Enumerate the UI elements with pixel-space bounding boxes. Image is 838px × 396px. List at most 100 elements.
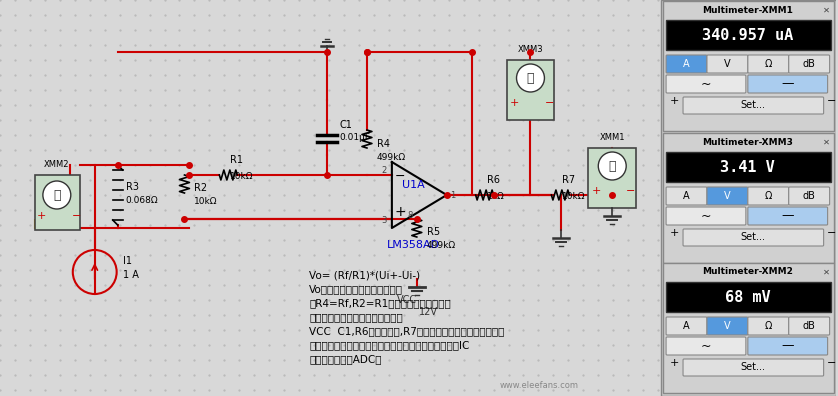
Text: dB: dB xyxy=(802,59,815,69)
Text: Ω: Ω xyxy=(764,321,772,331)
Text: 8: 8 xyxy=(407,211,412,219)
Bar xyxy=(666,282,830,312)
Circle shape xyxy=(43,181,70,209)
Bar xyxy=(666,20,830,50)
Text: +: + xyxy=(670,358,680,368)
Text: −: − xyxy=(826,228,836,238)
Text: Vo= (Rf/R1)*(Ui+-Ui-): Vo= (Rf/R1)*(Ui+-Ui-) xyxy=(309,270,420,280)
FancyBboxPatch shape xyxy=(666,187,707,205)
FancyBboxPatch shape xyxy=(789,55,830,73)
Text: 10kΩ: 10kΩ xyxy=(230,172,254,181)
Text: dB: dB xyxy=(802,191,815,201)
Text: 1 A: 1 A xyxy=(122,270,138,280)
Text: U1A: U1A xyxy=(402,180,425,190)
Text: XMM3: XMM3 xyxy=(518,45,543,54)
FancyBboxPatch shape xyxy=(747,55,789,73)
Text: +: + xyxy=(670,228,680,238)
Text: www.eleefans.com: www.eleefans.com xyxy=(499,381,578,390)
FancyBboxPatch shape xyxy=(666,75,746,93)
Text: −: − xyxy=(626,186,635,196)
Text: 499kΩ: 499kΩ xyxy=(427,241,456,250)
Text: Set...: Set... xyxy=(740,100,765,110)
FancyBboxPatch shape xyxy=(707,317,747,335)
FancyBboxPatch shape xyxy=(747,75,828,93)
FancyBboxPatch shape xyxy=(506,60,555,120)
FancyBboxPatch shape xyxy=(588,148,636,208)
Text: 输入端对地直流电陀相等的要求。: 输入端对地直流电陀相等的要求。 xyxy=(309,312,403,322)
Text: 1: 1 xyxy=(450,190,455,200)
Text: A: A xyxy=(683,59,690,69)
Text: ⌒: ⌒ xyxy=(608,160,616,173)
Bar xyxy=(666,152,830,182)
Text: V: V xyxy=(723,321,730,331)
Text: ⌒: ⌒ xyxy=(53,188,60,202)
Text: ✕: ✕ xyxy=(823,137,830,147)
Text: R5: R5 xyxy=(427,227,440,237)
Text: XMM1: XMM1 xyxy=(599,133,625,142)
Text: V: V xyxy=(723,191,730,201)
Text: +: + xyxy=(592,186,601,196)
Text: 499kΩ: 499kΩ xyxy=(377,153,406,162)
Text: −: − xyxy=(826,96,836,106)
Text: 10kΩ: 10kΩ xyxy=(194,197,218,206)
FancyBboxPatch shape xyxy=(683,97,824,114)
Text: VCC: VCC xyxy=(397,295,417,305)
Text: V: V xyxy=(723,59,730,69)
Text: −: − xyxy=(545,98,554,108)
FancyBboxPatch shape xyxy=(789,187,830,205)
Text: 68 mV: 68 mV xyxy=(725,289,771,305)
Text: R7: R7 xyxy=(562,175,576,185)
Text: R2: R2 xyxy=(194,183,208,193)
Text: ~: ~ xyxy=(701,78,711,91)
Text: I1: I1 xyxy=(122,256,132,266)
FancyBboxPatch shape xyxy=(747,337,828,355)
Text: Set...: Set... xyxy=(740,362,765,372)
Text: 2: 2 xyxy=(381,166,387,175)
Text: 0.01μF: 0.01μF xyxy=(339,133,370,142)
Text: 10kΩ: 10kΩ xyxy=(562,192,586,201)
Circle shape xyxy=(598,152,626,180)
Text: 1kΩ: 1kΩ xyxy=(487,192,504,201)
Text: R6: R6 xyxy=(487,175,499,185)
Text: Vo与两个输入电压差值成正比。: Vo与两个输入电压差值成正比。 xyxy=(309,284,403,294)
Text: —: — xyxy=(782,78,794,91)
FancyBboxPatch shape xyxy=(747,187,789,205)
Text: C1: C1 xyxy=(339,120,352,130)
Text: ✕: ✕ xyxy=(823,6,830,15)
Text: −: − xyxy=(72,211,81,221)
Text: 3: 3 xyxy=(381,215,387,225)
Text: Multimeter-XMM1: Multimeter-XMM1 xyxy=(702,6,794,15)
Text: Ω: Ω xyxy=(764,191,772,201)
Text: Set...: Set... xyxy=(740,232,765,242)
FancyBboxPatch shape xyxy=(666,317,707,335)
Text: ~: ~ xyxy=(701,209,711,223)
Text: ~: ~ xyxy=(701,339,711,352)
Circle shape xyxy=(516,64,545,92)
Text: Ω: Ω xyxy=(764,59,772,69)
Text: VCC  C1,R6作相位补偿,R7是电流转换电陀，最后运放输出: VCC C1,R6作相位补偿,R7是电流转换电陀，最后运放输出 xyxy=(309,326,504,336)
FancyBboxPatch shape xyxy=(747,317,789,335)
Text: —: — xyxy=(782,209,794,223)
Text: 0.068Ω: 0.068Ω xyxy=(126,196,158,205)
FancyBboxPatch shape xyxy=(663,1,834,131)
Text: —: — xyxy=(782,339,794,352)
FancyBboxPatch shape xyxy=(707,187,747,205)
Text: +: + xyxy=(510,98,519,108)
FancyBboxPatch shape xyxy=(683,229,824,246)
Text: 12V: 12V xyxy=(419,307,437,317)
FancyBboxPatch shape xyxy=(666,207,746,225)
Text: A: A xyxy=(683,321,690,331)
Text: XMM2: XMM2 xyxy=(44,160,70,169)
Text: 进行监控或送入ADC等: 进行监控或送入ADC等 xyxy=(309,354,381,364)
FancyBboxPatch shape xyxy=(789,317,830,335)
Text: dB: dB xyxy=(802,321,815,331)
Bar xyxy=(661,0,835,396)
Text: +: + xyxy=(37,211,46,221)
FancyBboxPatch shape xyxy=(747,207,828,225)
Text: ⌒: ⌒ xyxy=(527,72,535,84)
Text: +: + xyxy=(394,205,406,219)
Text: 3.41 V: 3.41 V xyxy=(721,160,775,175)
FancyBboxPatch shape xyxy=(707,55,747,73)
Text: R4: R4 xyxy=(377,139,390,149)
FancyBboxPatch shape xyxy=(666,337,746,355)
